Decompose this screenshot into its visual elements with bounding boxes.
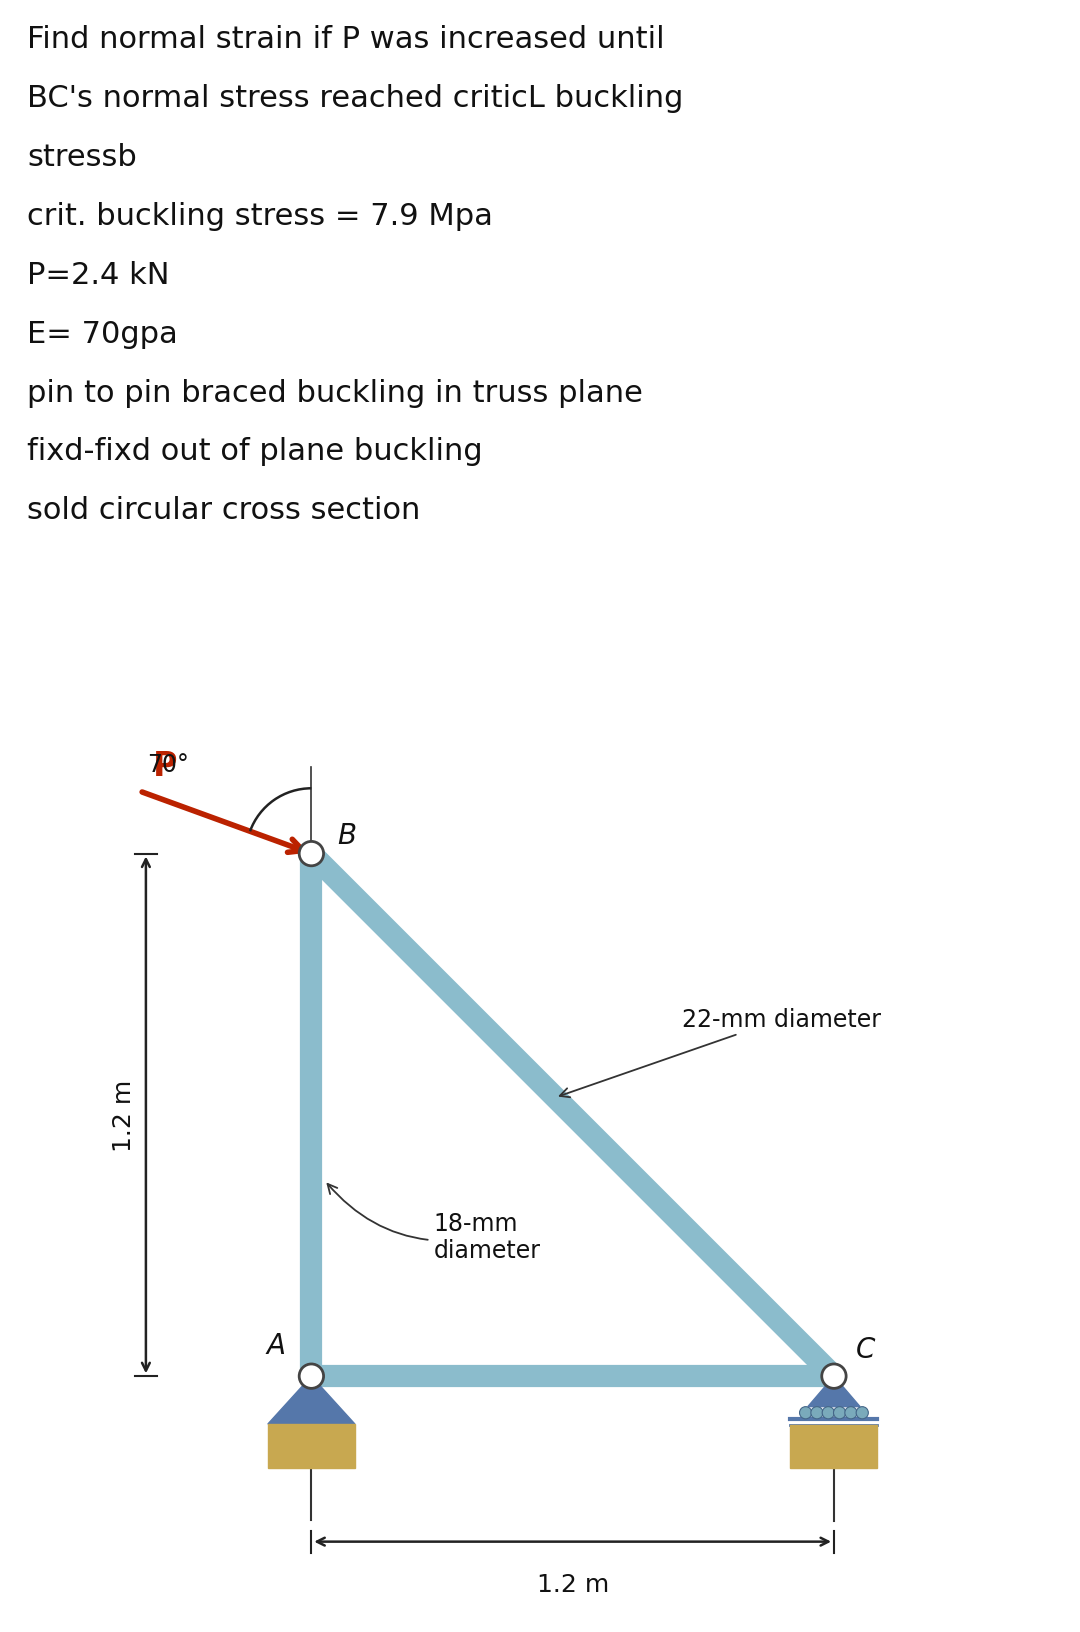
Circle shape: [845, 1407, 858, 1418]
Text: P=2.4 kN: P=2.4 kN: [27, 261, 170, 289]
Circle shape: [822, 1364, 846, 1389]
Circle shape: [811, 1407, 823, 1418]
Circle shape: [822, 1407, 835, 1418]
Text: 1.2 m: 1.2 m: [112, 1079, 136, 1151]
Polygon shape: [791, 1425, 877, 1469]
Text: 1.2 m: 1.2 m: [537, 1572, 609, 1596]
Text: 70°: 70°: [147, 752, 189, 777]
Circle shape: [299, 1364, 324, 1389]
Text: A: A: [267, 1332, 285, 1359]
Text: fixd-fixd out of plane buckling: fixd-fixd out of plane buckling: [27, 437, 483, 467]
Text: E= 70gpa: E= 70gpa: [27, 320, 178, 348]
Text: sold circular cross section: sold circular cross section: [27, 496, 420, 526]
Polygon shape: [268, 1376, 355, 1425]
Text: BC's normal stress reached criticL buckling: BC's normal stress reached criticL buckl…: [27, 83, 684, 113]
Circle shape: [856, 1407, 868, 1418]
Text: stressb: stressb: [27, 142, 137, 171]
Polygon shape: [808, 1376, 860, 1407]
Text: crit. buckling stress = 7.9 Mpa: crit. buckling stress = 7.9 Mpa: [27, 202, 492, 230]
Circle shape: [799, 1407, 812, 1418]
Circle shape: [299, 842, 324, 867]
Text: P: P: [152, 749, 177, 783]
Text: 22-mm diameter: 22-mm diameter: [559, 1007, 880, 1098]
Text: 18-mm
diameter: 18-mm diameter: [327, 1185, 540, 1263]
Text: Find normal strain if P was increased until: Find normal strain if P was increased un…: [27, 24, 664, 54]
Text: B: B: [338, 823, 356, 850]
Polygon shape: [268, 1425, 355, 1467]
Text: C: C: [855, 1335, 875, 1363]
Text: pin to pin braced buckling in truss plane: pin to pin braced buckling in truss plan…: [27, 379, 643, 408]
Circle shape: [834, 1407, 846, 1418]
